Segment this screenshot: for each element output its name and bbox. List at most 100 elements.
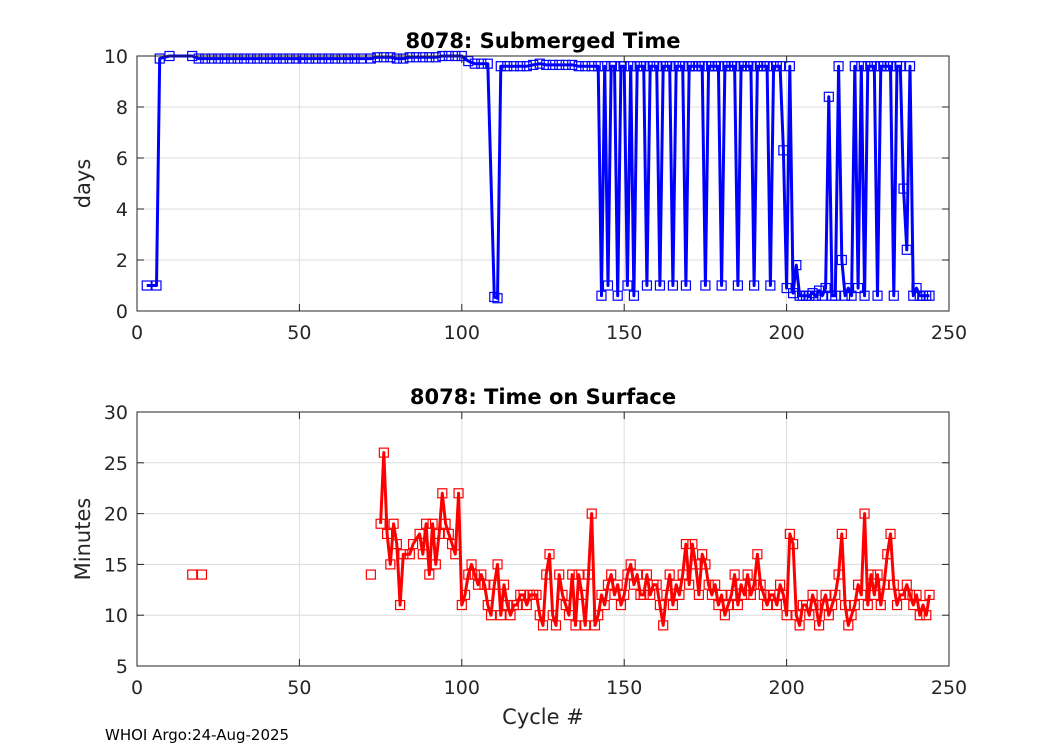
data-point-marker [200,53,211,64]
data-point-marker [859,290,870,301]
data-point-marker [745,61,756,72]
data-point-marker [206,53,217,64]
data-point-marker [554,59,565,71]
data-point-marker [388,518,399,529]
x-tick-label: 50 [287,322,311,344]
data-point-marker [849,61,860,72]
data-point-marker [856,589,867,600]
data-point-marker [865,569,877,580]
data-point-marker [437,488,448,499]
data-point-marker [560,59,571,71]
data-point-marker [839,599,851,611]
data-point-marker [495,610,506,621]
data-point-marker [141,280,152,291]
data-point-marker [745,589,756,600]
footer-credit: WHOI Argo:24-Aug-2025 [105,726,289,744]
data-point-marker [664,61,675,72]
data-point-marker [599,599,610,611]
data-point-marker [911,589,922,600]
x-tick-label: 150 [606,322,642,344]
axes-frame [136,55,950,312]
y-tick-label: 2 [116,250,128,272]
data-point-marker [693,589,705,600]
data-point-marker [417,549,428,560]
y-tick-label: 15 [104,554,128,576]
data-point-marker [544,549,555,560]
x-axis-label: Cycle # [502,705,584,729]
x-tick-label: 250 [931,677,967,699]
data-point-marker [599,61,610,72]
data-point-marker [891,599,903,611]
data-point-marker [537,620,549,631]
data-point-marker [570,620,581,631]
x-tick-label: 0 [131,322,143,344]
data-point-marker [898,183,909,194]
x-tick-label: 0 [131,677,143,699]
data-point-marker [476,569,487,580]
data-point-marker [541,59,552,71]
data-point-marker [778,589,789,600]
data-point-marker [641,280,653,291]
data-point-marker [459,589,471,600]
plot-area [137,56,949,311]
data-point-marker [700,559,711,570]
data-point-marker [687,538,698,550]
data-point-marker [875,599,886,611]
data-point-marker [729,569,740,580]
data-point-marker [684,579,695,590]
data-point-marker [446,538,458,550]
data-point-marker [836,254,847,266]
data-point-marker [830,290,841,301]
time-on-surface-plot: 0 50 100 150 200 250 5 10 15 20 25 30 8078: Time on … [71,385,967,729]
data-point-marker [775,579,786,590]
data-point-marker [749,280,760,291]
data-point-marker [716,589,727,600]
data-point-marker [680,280,692,291]
data-point-marker [398,549,409,560]
data-point-marker [628,290,640,301]
data-point-marker [271,53,282,64]
data-point-marker [852,579,864,590]
data-point-marker [862,599,873,611]
data-point-marker [742,569,753,580]
data-point-marker [787,288,799,299]
data-point-marker [463,55,474,67]
data-point-marker [593,61,604,72]
data-point-marker [420,518,432,529]
data-point-marker [547,610,558,621]
data-point-marker [563,610,575,621]
data-point-marker [878,579,890,590]
data-point-marker [904,61,916,72]
data-point-marker [732,599,743,611]
data-point-marker [323,53,334,64]
data-point-marker [852,282,864,294]
data-point-marker [411,52,422,63]
data-point-marker [612,290,623,301]
data-point-marker [609,61,620,72]
data-point-marker [921,610,932,621]
data-point-marker [826,599,838,611]
data-point-marker [846,610,857,621]
data-point-marker [869,61,880,72]
data-point-marker [232,53,243,64]
y-tick-label: 10 [104,46,128,68]
data-point-marker [765,280,776,291]
data-point-marker [521,599,532,611]
plot-area [137,412,949,666]
data-point-marker [589,620,601,631]
data-point-marker [703,579,714,590]
y-tick-label: 4 [116,199,128,221]
data-point-marker [651,579,662,590]
series-line [379,451,931,627]
data-point-marker [813,620,825,631]
data-point-marker [424,52,435,63]
data-point-marker [593,610,604,621]
data-point-marker [804,610,815,621]
data-point-marker [872,290,883,301]
axes-frame [136,411,950,667]
data-point-marker [771,599,782,611]
y-tick-label: 8 [116,97,128,119]
data-point-marker [898,589,909,600]
data-point-marker [622,569,633,580]
data-point-marker [378,447,389,458]
